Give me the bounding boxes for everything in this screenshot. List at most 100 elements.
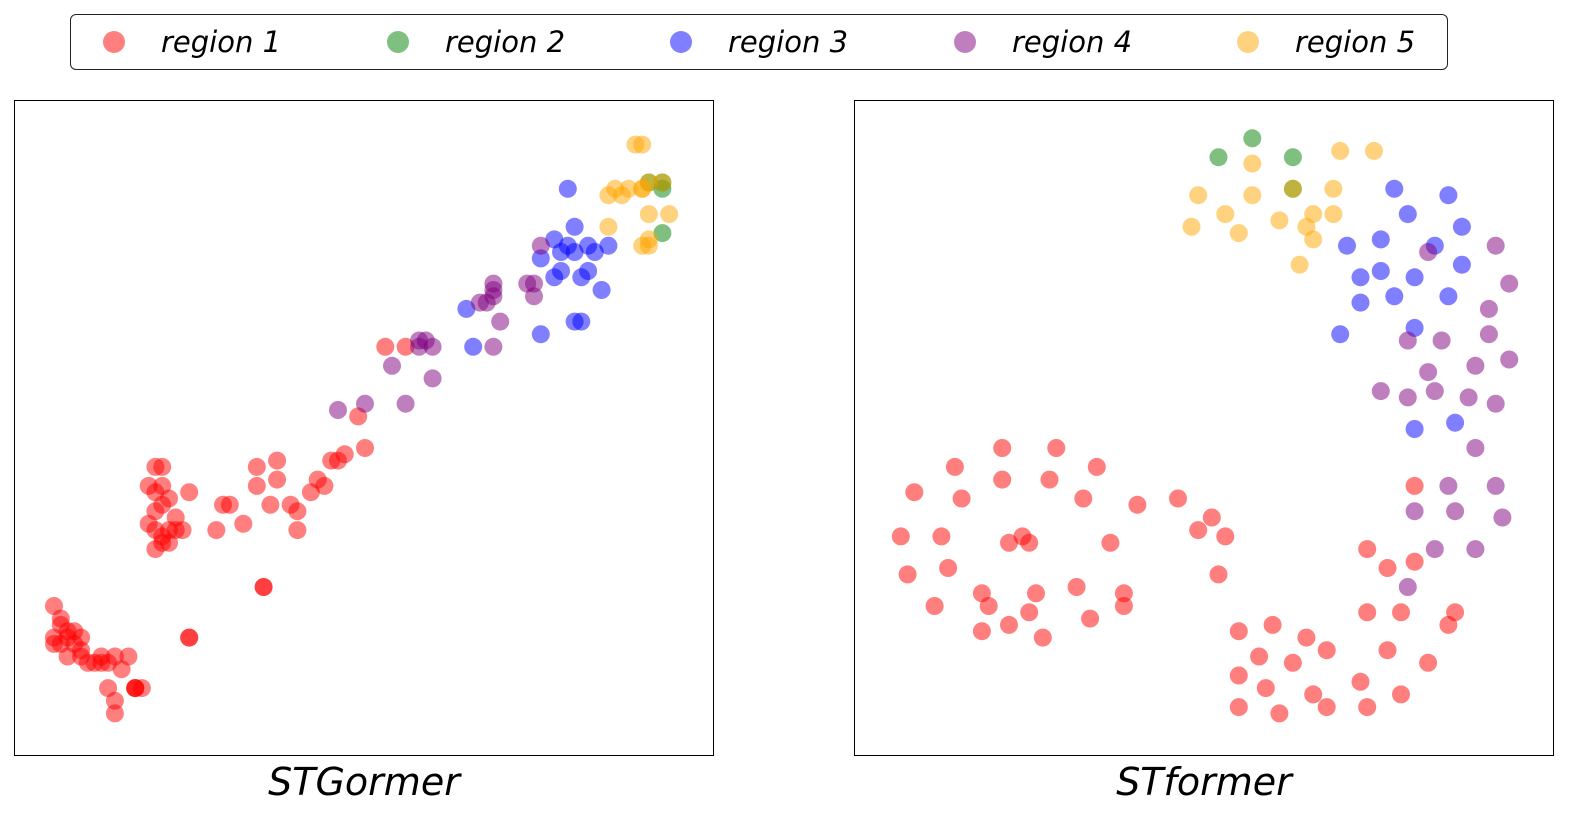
scatter-point-region-1-71 [180, 628, 199, 647]
scatter-point-region-1-0 [993, 439, 1012, 457]
scatter-point-region-4-16 [484, 337, 503, 356]
scatter-point-region-4-18 [1405, 502, 1424, 521]
scatter-point-region-1-32 [1189, 521, 1208, 540]
scatter-point-region-4-14 [383, 356, 401, 375]
scatter-point-region-3-3 [1452, 217, 1471, 236]
scatter-point-region-1-60 [315, 476, 334, 495]
scatter-point-region-1-63 [335, 445, 354, 464]
scatter-point-region-4-6 [1500, 350, 1519, 369]
scatter-point-region-4-0 [531, 236, 550, 255]
scatter-point-region-4-19 [1446, 502, 1465, 521]
scatter-point-region-5-14 [633, 179, 652, 198]
scatter-point-region-4-16 [1439, 476, 1458, 495]
scatter-point-region-4-11 [1459, 388, 1478, 407]
scatter-point-region-4-13 [410, 337, 429, 356]
scatter-point-region-1-45 [180, 483, 199, 502]
scatter-point-region-1-46 [1283, 653, 1302, 672]
scatter-point-region-3-2 [1398, 205, 1417, 224]
scatter-point-region-5-9 [660, 205, 679, 224]
scatter-point-region-3-14 [545, 268, 564, 287]
scatter-point-region-3-0 [1385, 179, 1404, 198]
scatter-point-region-1-43 [1263, 615, 1282, 634]
scatter-point-region-4-17 [1486, 476, 1505, 495]
scatter-point-region-1-40 [1392, 603, 1410, 622]
scatter-point-region-4-22 [1466, 540, 1485, 559]
scatter-point-region-1-57 [288, 521, 307, 540]
scatter-point-region-4-21 [1425, 540, 1444, 559]
scatter-point-region-1-18 [939, 559, 958, 577]
scatter-point-region-1-56 [1229, 698, 1248, 717]
scatter-point-region-1-23 [925, 597, 944, 615]
legend-marker-icon [1237, 31, 1259, 53]
scatter-point-region-1-8 [1128, 495, 1147, 514]
scatter-point-region-4-4 [525, 274, 543, 293]
legend-item-region-1: region 1 [103, 15, 281, 69]
scatter-point-region-1-59 [1358, 698, 1377, 717]
scatter-point-region-5-5 [619, 179, 638, 198]
legend-item-region-5: region 5 [1237, 15, 1415, 69]
scatter-point-region-1-44 [1297, 628, 1316, 647]
scatter-point-region-1-44 [160, 533, 178, 552]
scatter-point-region-1-31 [1202, 508, 1221, 527]
scatter-point-region-4-19 [356, 394, 374, 413]
scatter-point-region-3-11 [1351, 293, 1370, 312]
scatter-point-region-4-10 [1425, 382, 1444, 401]
scatter-point-region-1-58 [1317, 698, 1336, 717]
scatter-point-region-3-5 [558, 236, 577, 255]
scatter-point-region-3-13 [592, 281, 611, 299]
scatter-point-region-1-6 [905, 483, 924, 502]
scatter-point-region-5-3 [1324, 179, 1343, 198]
scatter-point-region-3-10 [1452, 255, 1471, 274]
scatter-point-region-1-54 [1351, 672, 1370, 691]
scatter-point-region-3-19 [572, 312, 591, 331]
scatter-point-region-1-21 [112, 660, 131, 679]
scatter-point-region-1-23 [105, 691, 124, 710]
scatter-point-region-1-12 [58, 647, 77, 666]
stformer-plot [854, 100, 1554, 756]
scatter-point-region-4-15 [1466, 439, 1485, 457]
scatter-point-region-1-46 [207, 521, 226, 540]
stgormer-caption: STGormer [268, 760, 460, 804]
scatter-point-region-5-13 [1229, 224, 1248, 243]
scatter-point-region-1-26 [105, 704, 124, 723]
scatter-point-region-3-16 [1405, 420, 1424, 438]
legend-marker-icon [670, 31, 692, 53]
scatter-point-region-3-9 [585, 243, 604, 261]
stgormer-scatter [45, 135, 679, 723]
scatter-point-region-1-22 [1114, 584, 1133, 603]
scatter-point-region-5-15 [653, 173, 672, 192]
legend-label: region 1 [161, 25, 282, 59]
scatter-point-region-1-15 [1101, 533, 1120, 552]
scatter-point-region-3-12 [572, 268, 591, 287]
scatter-point-region-5-4 [599, 186, 618, 205]
scatter-point-region-1-14 [1020, 533, 1039, 552]
scatter-point-region-1-28 [1081, 609, 1100, 628]
scatter-point-region-1-48 [1378, 641, 1397, 660]
scatter-point-region-1-42 [1229, 622, 1248, 641]
scatter-point-region-1-39 [1358, 603, 1377, 622]
scatter-point-region-1-16 [1000, 533, 1018, 552]
scatter-point-region-1-26 [1020, 603, 1039, 622]
scatter-point-region-2-0 [1243, 129, 1262, 148]
scatter-point-region-1-48 [220, 495, 239, 514]
scatter-point-region-3-7 [1351, 268, 1370, 287]
scatter-point-region-4-13 [1486, 394, 1505, 413]
scatter-point-region-5-1 [633, 135, 652, 154]
legend-label: region 2 [445, 25, 566, 59]
scatter-point-region-3-0 [558, 179, 577, 198]
scatter-point-region-3-12 [1385, 287, 1404, 306]
scatter-point-region-3-9 [1405, 268, 1424, 287]
scatter-point-region-5-1 [1365, 141, 1383, 160]
scatter-point-region-1-35 [1358, 540, 1377, 559]
scatter-point-region-4-14 [1371, 382, 1390, 401]
scatter-point-region-3-17 [464, 337, 483, 356]
scatter-point-region-1-37 [1405, 552, 1424, 571]
scatter-point-region-4-0 [1419, 243, 1438, 261]
scatter-point-region-1-69 [254, 578, 273, 596]
scatter-point-region-3-1 [1439, 186, 1458, 205]
scatter-point-region-1-47 [1317, 641, 1336, 660]
legend-label: region 5 [1295, 25, 1416, 59]
scatter-point-region-4-17 [329, 401, 347, 419]
scatter-point-region-1-56 [288, 502, 307, 521]
scatter-point-region-5-8 [639, 205, 658, 224]
